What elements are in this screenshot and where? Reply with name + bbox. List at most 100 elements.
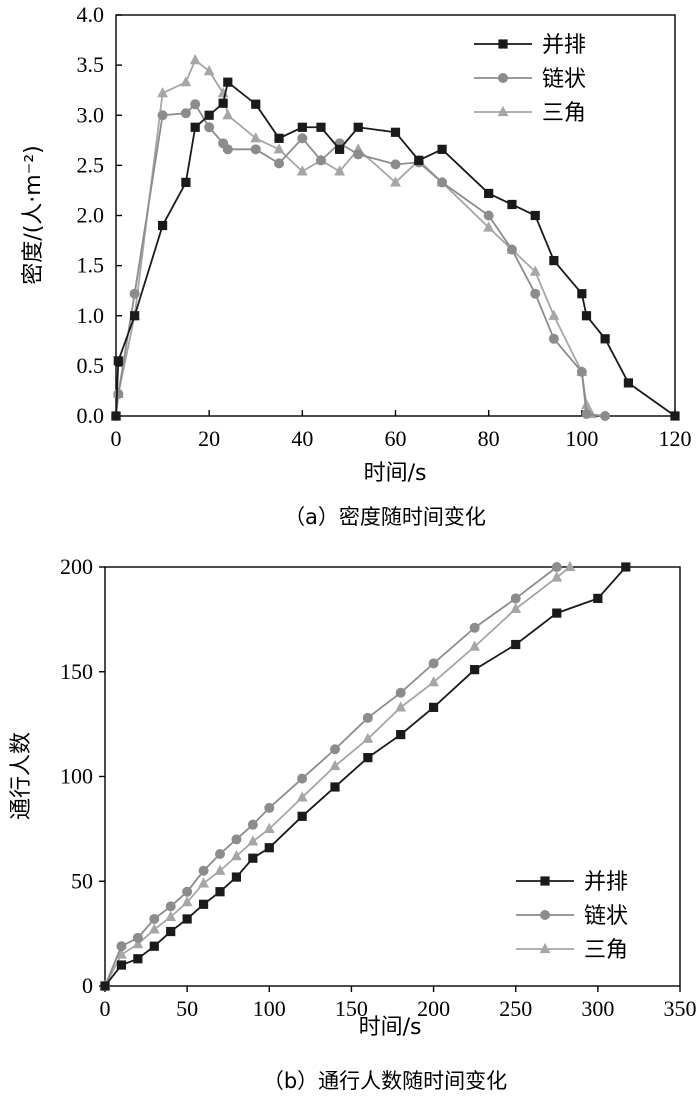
passage-count-chart-data-point-square: [428, 702, 439, 712]
passage-count-chart-data-point-circle: [362, 712, 373, 723]
passage-count-chart-data-point-circle: [149, 913, 160, 924]
passage-count-chart-data-point-triangle: [247, 835, 259, 846]
density-chart-x-label: 时间/s: [364, 461, 427, 486]
density-chart-data-point-circle: [506, 244, 517, 255]
passage-count-chart: 通行人数 时间/s （b）通行人数随时间变化 0 50 100 150 200 250 30…: [9, 554, 697, 1093]
density-chart-data-point-circle: [483, 210, 494, 221]
density-chart-x-tick-label: 100: [565, 426, 598, 451]
passage-count-chart-legend-label: 三角: [584, 938, 628, 963]
density-chart-x-tick-label: 120: [659, 426, 692, 451]
passage-count-chart-data-point-triangle: [165, 910, 177, 921]
density-chart-x-tick-label: 0: [111, 426, 122, 451]
density-chart-data-point-triangle: [189, 54, 201, 65]
passage-count-chart-x-tick-label: 50: [176, 996, 198, 1021]
density-chart-data-point-square: [353, 122, 363, 132]
passage-count-chart-data-point-circle: [165, 901, 176, 912]
density-chart-data-point-circle: [530, 288, 541, 299]
passage-count-chart-series-line-circle: [104, 566, 558, 987]
density-chart-data-point-square: [437, 144, 447, 154]
passage-count-chart-data-point-triangle: [469, 640, 481, 651]
passage-count-chart-data-point-square: [100, 981, 110, 991]
density-chart-data-point-circle: [390, 159, 401, 170]
passage-count-chart-data-point-triangle: [551, 571, 563, 582]
density-chart-x-tick-label: 20: [198, 426, 220, 451]
density-chart-data-point-square: [130, 311, 140, 321]
density-chart-data-point-triangle: [250, 132, 262, 143]
density-chart-data-point-square: [600, 334, 610, 344]
density-chart-data-point-triangle: [390, 176, 401, 187]
passage-count-chart-data-point-square: [593, 593, 603, 604]
density-chart-y-tick-label: 1.0: [77, 303, 105, 328]
density-chart-legend-label: 链状: [542, 67, 586, 92]
density-chart-data-point-square: [111, 411, 121, 421]
passage-count-chart-x-tick-label: 0: [100, 996, 111, 1021]
density-chart-data-point-square: [623, 378, 634, 388]
density-chart-data-point-square: [484, 188, 494, 199]
density-chart: 密度/(人·m⁻²) 时间/s （a）密度随时间变化 0 20 40 60 80 100 1…: [21, 2, 692, 529]
density-chart-data-point-circle: [581, 408, 592, 419]
passage-count-chart-y-tick-label: 50: [71, 868, 93, 893]
passage-count-chart-data-point-circle: [395, 687, 406, 698]
passage-count-chart-data-point-triangle: [132, 938, 144, 949]
passage-count-chart-data-point-circle: [215, 849, 225, 860]
density-chart-legend-label: 三角: [542, 101, 586, 126]
passage-count-chart-data-point-square: [116, 960, 127, 970]
passage-count-chart-data-point-square: [182, 914, 192, 924]
density-chart-y-tick-label: 4.0: [77, 2, 105, 27]
passage-count-chart-data-point-square: [231, 872, 242, 882]
passage-count-chart-data-point-triangle: [395, 701, 407, 712]
density-chart-legend-label: 并排: [542, 33, 586, 58]
passage-count-chart-data-point-triangle: [510, 602, 522, 613]
density-chart-data-point-triangle: [296, 165, 308, 176]
density-chart-data-point-triangle: [180, 76, 192, 87]
passage-count-chart-y-tick-label: 150: [60, 659, 93, 684]
density-chart-data-point-circle: [129, 288, 140, 299]
passage-count-chart-data-point-circle: [428, 658, 439, 669]
passage-count-chart-series-line-triangle: [104, 566, 571, 987]
passage-count-chart-data-point-square: [264, 843, 274, 853]
density-chart-x-tick-label: 60: [385, 426, 407, 451]
passage-count-chart-data-point-circle: [182, 886, 193, 897]
density-chart-data-point-square: [274, 133, 284, 143]
passage-count-chart-data-point-square: [215, 887, 225, 897]
density-chart-y-tick-label: 1.5: [77, 253, 105, 278]
density-chart-y-tick-label: 3.0: [77, 102, 105, 127]
passage-count-chart-x-label: 时间/s: [359, 1015, 422, 1040]
density-chart-data-point-square: [390, 127, 401, 137]
density-chart-data-point-triangle: [581, 398, 592, 410]
passage-count-chart-data-point-square: [248, 853, 258, 863]
passage-count-chart-legend-label: 链状: [584, 904, 628, 929]
passage-count-chart-legend-label: 并排: [584, 870, 628, 895]
passage-count-chart-legend-marker: [540, 876, 550, 886]
passage-count-chart-data-point-circle: [198, 865, 209, 876]
passage-count-chart-data-point-square: [330, 782, 340, 792]
passage-count-chart-data-point-triangle: [428, 676, 439, 687]
density-chart-data-point-square: [577, 289, 587, 299]
passage-count-chart-data-point-triangle: [198, 877, 209, 888]
density-chart-data-point-square: [218, 98, 228, 108]
passage-count-chart-x-tick-label: 150: [335, 996, 368, 1021]
density-chart-data-point-circle: [274, 158, 285, 169]
passage-count-chart-data-point-square: [396, 730, 406, 740]
passage-count-chart-data-point-square: [363, 753, 373, 763]
passage-count-chart-data-point-triangle: [231, 850, 242, 861]
density-chart-data-point-circle: [157, 110, 168, 121]
density-chart-data-point-square: [335, 144, 345, 154]
passage-count-chart-data-point-circle: [264, 802, 275, 813]
density-chart-data-point-square: [157, 220, 168, 231]
density-chart-data-point-square: [181, 177, 191, 188]
passage-count-chart-data-point-circle: [510, 593, 521, 604]
passage-count-chart-x-tick-label: 100: [253, 996, 286, 1021]
density-chart-data-point-square: [251, 99, 261, 109]
passage-count-chart-data-point-triangle: [263, 822, 275, 833]
density-chart-data-point-square: [549, 256, 559, 266]
passage-count-chart-y-tick-label: 100: [60, 764, 93, 789]
density-chart-data-point-square: [670, 411, 680, 421]
density-chart-data-point-square: [223, 77, 233, 87]
density-chart-data-point-triangle: [222, 109, 234, 120]
density-chart-plot-frame: [115, 14, 676, 417]
passage-count-chart-x-tick-label: 200: [417, 996, 450, 1021]
density-chart-y-tick-label: 2.5: [77, 152, 105, 177]
density-chart-data-point-circle: [297, 133, 308, 144]
density-chart-legend-marker: [498, 73, 508, 83]
